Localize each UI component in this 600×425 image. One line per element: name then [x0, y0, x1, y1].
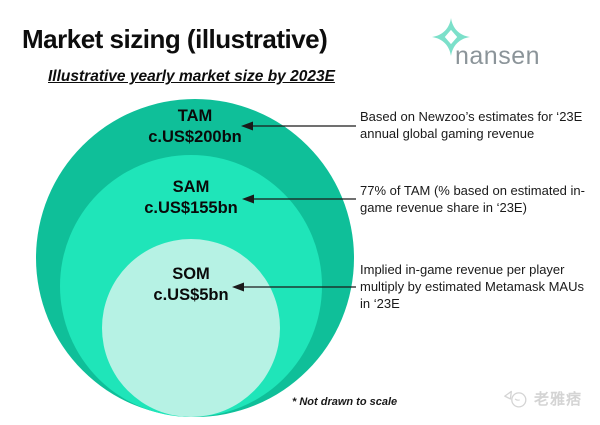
nansen-logo: nansen: [430, 18, 560, 70]
tam-label: TAM c.US$200bn: [36, 106, 354, 148]
nansen-sparkle-icon: [432, 18, 470, 56]
watermark-face-icon: [504, 390, 527, 408]
som-circle: SOM c.US$5bn: [102, 239, 280, 417]
sam-value: c.US$155bn: [144, 199, 238, 217]
sam-name: SAM: [172, 178, 210, 196]
som-annotation: Implied in-game revenue per player multi…: [360, 262, 584, 311]
sam-annotation: 77% of TAM (% based on estimated in-game…: [360, 183, 585, 215]
tam-name: TAM: [177, 107, 213, 125]
tam-annotation: Based on Newzoo’s estimates for ‘23E ann…: [360, 109, 583, 141]
watermark-text: 老雅痞: [534, 390, 583, 408]
watermark: 老雅痞: [502, 387, 582, 409]
scale-footnote: * Not drawn to scale: [292, 396, 398, 408]
som-value: c.US$5bn: [153, 286, 229, 304]
sam-label: SAM c.US$155bn: [60, 177, 322, 219]
som-label: SOM c.US$5bn: [102, 264, 280, 306]
tam-value: c.US$200bn: [148, 128, 242, 146]
nansen-wordmark: nansen: [455, 42, 541, 70]
page-title: Market sizing (illustrative): [22, 24, 328, 54]
chart-subtitle: Illustrative yearly market size by 2023E: [48, 68, 335, 85]
som-name: SOM: [172, 265, 210, 283]
